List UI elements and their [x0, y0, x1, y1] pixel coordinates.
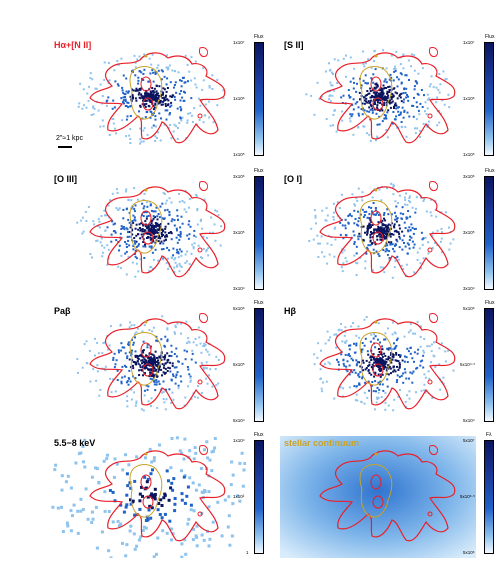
colorbar-tick-bot: 3x10⁴: [463, 286, 475, 291]
colorbar-tick-mid: 3x10⁵: [463, 230, 475, 235]
colorbar-title: Flux: [485, 300, 495, 306]
panel-sii: [S II]: [280, 38, 476, 160]
contours: [319, 181, 456, 278]
colorbar-tick-bot: 5x10⁴: [233, 418, 245, 423]
colorbar-gradient: [254, 176, 264, 290]
colorbar-gradient: [484, 308, 494, 422]
map-image: [51, 436, 246, 558]
emission-map: [76, 187, 223, 278]
map-image: [280, 436, 476, 558]
contours: [89, 181, 226, 278]
colorbar-gradient: [254, 308, 264, 422]
colorbar-title: Flux: [485, 34, 495, 40]
colorbar-gradient: [484, 176, 494, 290]
colorbar-title: Flux: [485, 168, 495, 174]
panel-stellar: stellar continuum: [280, 436, 476, 558]
colorbar-tick-bot: 1x10⁵: [233, 152, 245, 157]
panel-label: [O III]: [54, 174, 77, 184]
map-image: [305, 47, 456, 144]
scale-label: 2"≈1 kpc: [56, 135, 83, 142]
panel-label: Hα+[N II]: [54, 40, 92, 50]
contours: [319, 445, 456, 542]
panel-oi: [O I]: [280, 172, 476, 294]
panel-halpha: Hα+[N II] 2"≈1 kpc: [50, 38, 246, 160]
colorbar-title: Fλ: [486, 432, 492, 438]
colorbar-gradient: [254, 440, 264, 554]
map-image: [77, 47, 226, 145]
emission-map: [77, 53, 225, 145]
colorbar-title: Flux: [254, 300, 264, 306]
colorbar-title: Flux: [254, 432, 264, 438]
panel-xray: 5.5−8 keV: [50, 436, 246, 558]
colorbar-tick-mid: 1x10⁶: [233, 96, 245, 101]
contours: [319, 47, 456, 144]
colorbar-title: Flux: [254, 168, 264, 174]
contours: [319, 313, 456, 410]
colorbar-gradient: [484, 42, 494, 156]
map-image: [76, 313, 226, 412]
colorbar-tick-mid: 5x10⁶·⁵: [460, 494, 475, 499]
colorbar-tick-bot: 5x10⁴: [463, 418, 475, 423]
colorbar-tick-mid: 1x10²: [233, 494, 245, 499]
colorbar-tick-top: 5x10⁷: [463, 438, 475, 443]
panel-label: Hβ: [284, 306, 296, 316]
colorbar-tick-bot: 3x10⁴: [233, 286, 245, 291]
colorbar-tick-top: 5x10⁶: [233, 306, 245, 311]
emission-map: [305, 49, 451, 142]
map-image: [313, 313, 456, 412]
map-image: [308, 181, 456, 279]
panel-label: Paβ: [54, 306, 71, 316]
panel-oiii: [O III]: [50, 172, 246, 294]
colorbar-tick-mid: 1x10⁶: [463, 96, 475, 101]
panel-label: [O I]: [284, 174, 302, 184]
contours: [89, 47, 226, 144]
colorbar-tick-mid: 5x10⁴·⁵: [460, 362, 476, 367]
colorbar-tick-bot: 1: [246, 550, 249, 555]
panel-label: [S II]: [284, 40, 304, 50]
colorbar-tick-top: 1x10⁷: [463, 40, 475, 45]
colorbar-tick-mid: 3x10⁵: [233, 230, 245, 235]
contours: [89, 313, 226, 410]
contours: [89, 445, 226, 542]
panel-label: 5.5−8 keV: [54, 438, 96, 448]
colorbar-tick-mid: 5x10⁵: [233, 362, 245, 367]
colorbar-gradient: [254, 42, 264, 156]
panel-pabeta: Paβ: [50, 304, 246, 426]
emission-map: [51, 436, 246, 558]
colorbar-tick-top: 3x10⁶: [463, 174, 475, 179]
colorbar-tick-top: 5x10⁶: [463, 306, 475, 311]
panel-hbeta: Hβ: [280, 304, 476, 426]
colorbar-tick-top: 1x10⁴: [233, 438, 245, 443]
colorbar-tick-top: 3x10⁶: [233, 174, 245, 179]
colorbar-title: Flux: [254, 34, 264, 40]
colorbar-tick-top: 1x10⁷: [233, 40, 245, 45]
colorbar-tick-bot: 1x10⁵: [463, 152, 475, 157]
map-image: [76, 181, 226, 278]
colorbar-tick-bot: 5x10⁶: [463, 550, 475, 555]
scale-bar: [58, 146, 72, 148]
panel-label: stellar continuum: [284, 438, 360, 448]
colorbar-gradient: [484, 440, 494, 554]
